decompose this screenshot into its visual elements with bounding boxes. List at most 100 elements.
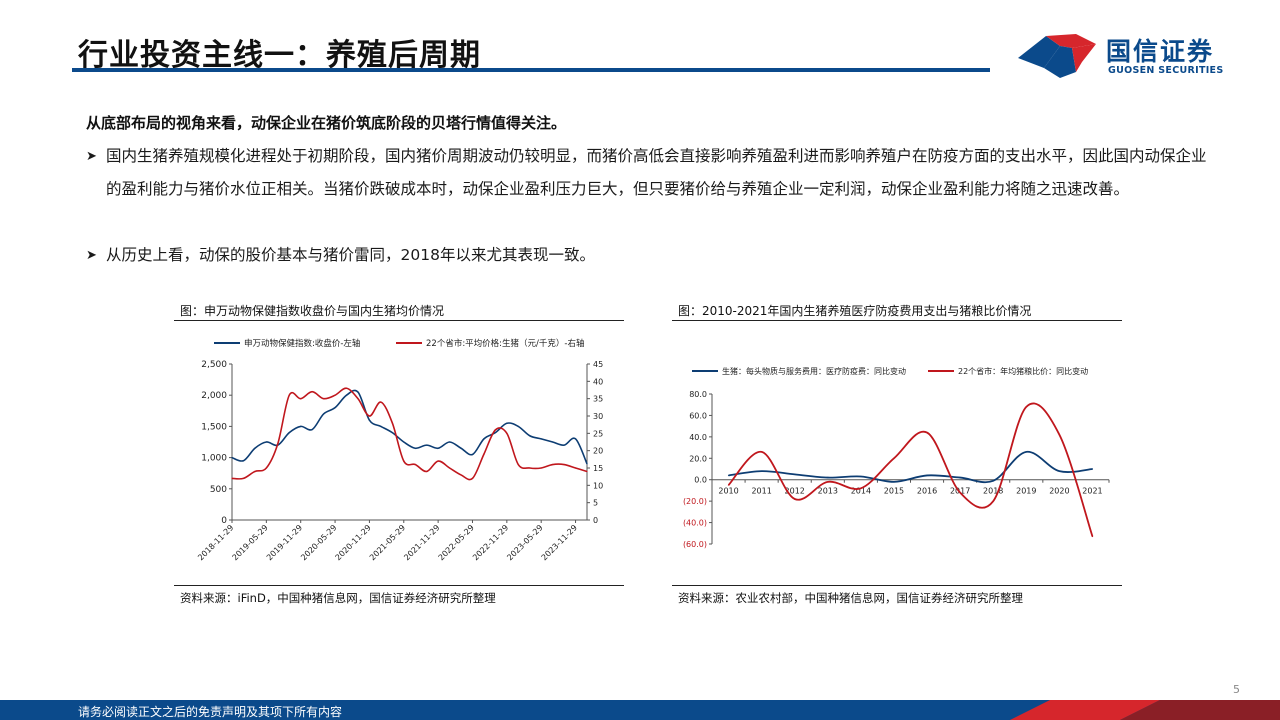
series-1-point	[992, 480, 994, 482]
x-tick-label: 2021-05-29	[368, 523, 407, 562]
left-tick-label: 500	[210, 485, 227, 495]
series-2-point	[288, 394, 290, 396]
series-2-point	[529, 467, 531, 469]
x-tick-label: 2015	[884, 487, 904, 496]
y-tick-label: (40.0)	[683, 519, 707, 528]
series-1-point	[414, 447, 416, 449]
figure-2-bottom-rule	[672, 585, 1122, 586]
legend-label-2: 22个省市：年均猪粮比价：同比变动	[958, 366, 1088, 376]
lead-statement: 从底部布局的视角来看，动保企业在猪价筑底阶段的贝塔行情值得关注。	[86, 114, 567, 132]
series-2-point	[242, 477, 245, 479]
series-2-point	[761, 451, 763, 453]
bullet-text: 国内生猪养殖规模化进程处于初期阶段，国内猪价周期波动仍较明显，而猪价高低会直接影…	[106, 147, 1207, 198]
logo-name-cn: 国信证券	[1106, 37, 1215, 66]
footer-bar	[0, 700, 1280, 720]
y-tick-label: 60.0	[689, 411, 707, 420]
series-2-point	[1091, 535, 1094, 538]
series-1-point	[494, 432, 496, 434]
series-2-point	[471, 477, 474, 479]
x-tick-label: 2010	[718, 487, 738, 496]
chart-1: 0 500 1,000 1,500 2,000 2,500 0 5 10 15 20 25 30 35 40…	[196, 338, 603, 562]
figure-2-source: 资料来源：农业农村部，中国种猪信息网，国信证券经济研究所整理	[678, 591, 1023, 605]
series-2-point	[926, 431, 928, 434]
y-tick-label: 20.0	[689, 454, 707, 463]
legend-label-1: 申万动物保健指数:收盘价-左轴	[244, 338, 360, 349]
series-2-point	[231, 477, 233, 479]
series-2-point	[586, 470, 588, 473]
right-tick-label: 20	[593, 447, 603, 456]
x-tick-label: 2022-11-29	[471, 523, 510, 562]
series-2-point	[403, 460, 405, 462]
series-1-point	[448, 441, 451, 443]
series-2-point	[727, 484, 730, 486]
figure-2-top-rule	[672, 320, 1122, 321]
bullet-point-2: ➤ 从历史上看，动保的股价基本与猪价雷同，2018年以来尤其表现一致。	[86, 239, 1216, 272]
figure-1-source: 资料来源：iFinD，中国种猪信息网，国信证券经济研究所整理	[180, 591, 496, 605]
guosen-logo-icon	[1018, 34, 1096, 78]
y-tick-label: (60.0)	[683, 540, 707, 549]
series-2-point	[827, 481, 829, 483]
series-2-point	[517, 463, 519, 466]
x-tick-label: 2020-11-29	[334, 523, 373, 562]
footer-disclaimer: 请务必阅读正文之后的免责声明及其项下所有内容	[78, 705, 343, 719]
series-1-point	[860, 475, 862, 478]
chart-2: 80.0 60.0 40.0 20.0 0.0 (20.0) (40.0) (60.0) 201…	[683, 366, 1110, 549]
x-tick-label: 2013	[818, 487, 838, 496]
series-2-point	[494, 429, 496, 431]
series-1-point	[403, 441, 405, 443]
series-1-point	[517, 425, 519, 427]
right-tick-label: 5	[593, 499, 598, 508]
series-2-point	[254, 470, 256, 473]
series-1-point	[311, 428, 313, 431]
series-2-point	[311, 391, 313, 393]
series-2-point	[540, 467, 542, 469]
bullet-point-1: ➤ 国内生猪养殖规模化进程处于初期阶段，国内猪价周期波动仍较明显，而猪价高低会直…	[86, 140, 1216, 206]
x-tick-label: 2021-11-29	[402, 523, 441, 562]
series-1-point	[368, 419, 371, 421]
series-2-point	[460, 474, 462, 476]
series-2-point	[563, 463, 565, 466]
x-tick-label: 2011	[751, 487, 771, 496]
bullet-text: 从历史上看，动保的股价基本与猪价雷同，2018年以来尤其表现一致。	[106, 246, 595, 264]
series-1-point	[529, 435, 531, 437]
series-2-point	[506, 432, 508, 434]
x-tick-label: 2014	[851, 487, 871, 496]
page-title: 行业投资主线一：养殖后周期	[78, 38, 481, 73]
series-1-point	[893, 481, 895, 483]
series-2-point	[380, 401, 382, 403]
left-tick-label: 1,000	[201, 454, 227, 464]
x-tick-label: 2019	[1016, 487, 1036, 496]
series-2-point	[574, 467, 577, 469]
series-1-point	[586, 463, 588, 465]
series-1-point	[345, 394, 348, 396]
left-tick-label: 2,500	[201, 360, 227, 370]
series-2-point	[959, 491, 961, 494]
series-1-point	[242, 460, 245, 462]
x-tick-label: 2018	[983, 487, 1003, 496]
page-number: 5	[1233, 683, 1240, 696]
series-1-point	[574, 438, 577, 440]
series-2-point	[448, 467, 451, 469]
figure-1-bottom-rule	[174, 585, 624, 586]
series-1-point	[506, 422, 508, 424]
legend-label-2: 22个省市:平均价格:生猪（元/千克）-右轴	[426, 338, 584, 349]
x-tick-label: 2019-11-29	[265, 523, 304, 562]
right-tick-label: 30	[593, 412, 603, 421]
series-2-point	[893, 457, 895, 459]
series-1-point	[380, 425, 382, 427]
series-2-point	[1058, 434, 1060, 436]
series-2-point	[277, 443, 279, 445]
x-tick-label: 2017	[950, 487, 970, 496]
series-2-point	[1025, 406, 1027, 408]
series-2-point	[860, 487, 862, 489]
series-1-point	[437, 447, 439, 449]
series-1-point	[761, 470, 763, 472]
arrow-bullet-icon: ➤	[86, 248, 97, 263]
series-1-point	[1058, 470, 1060, 472]
right-tick-label: 15	[593, 464, 603, 473]
x-tick-label: 2021	[1082, 487, 1102, 496]
arrow-bullet-icon: ➤	[86, 149, 97, 164]
x-tick-label: 2018-11-29	[196, 523, 235, 562]
right-tick-label: 40	[593, 377, 603, 386]
series-1-point	[265, 441, 267, 443]
